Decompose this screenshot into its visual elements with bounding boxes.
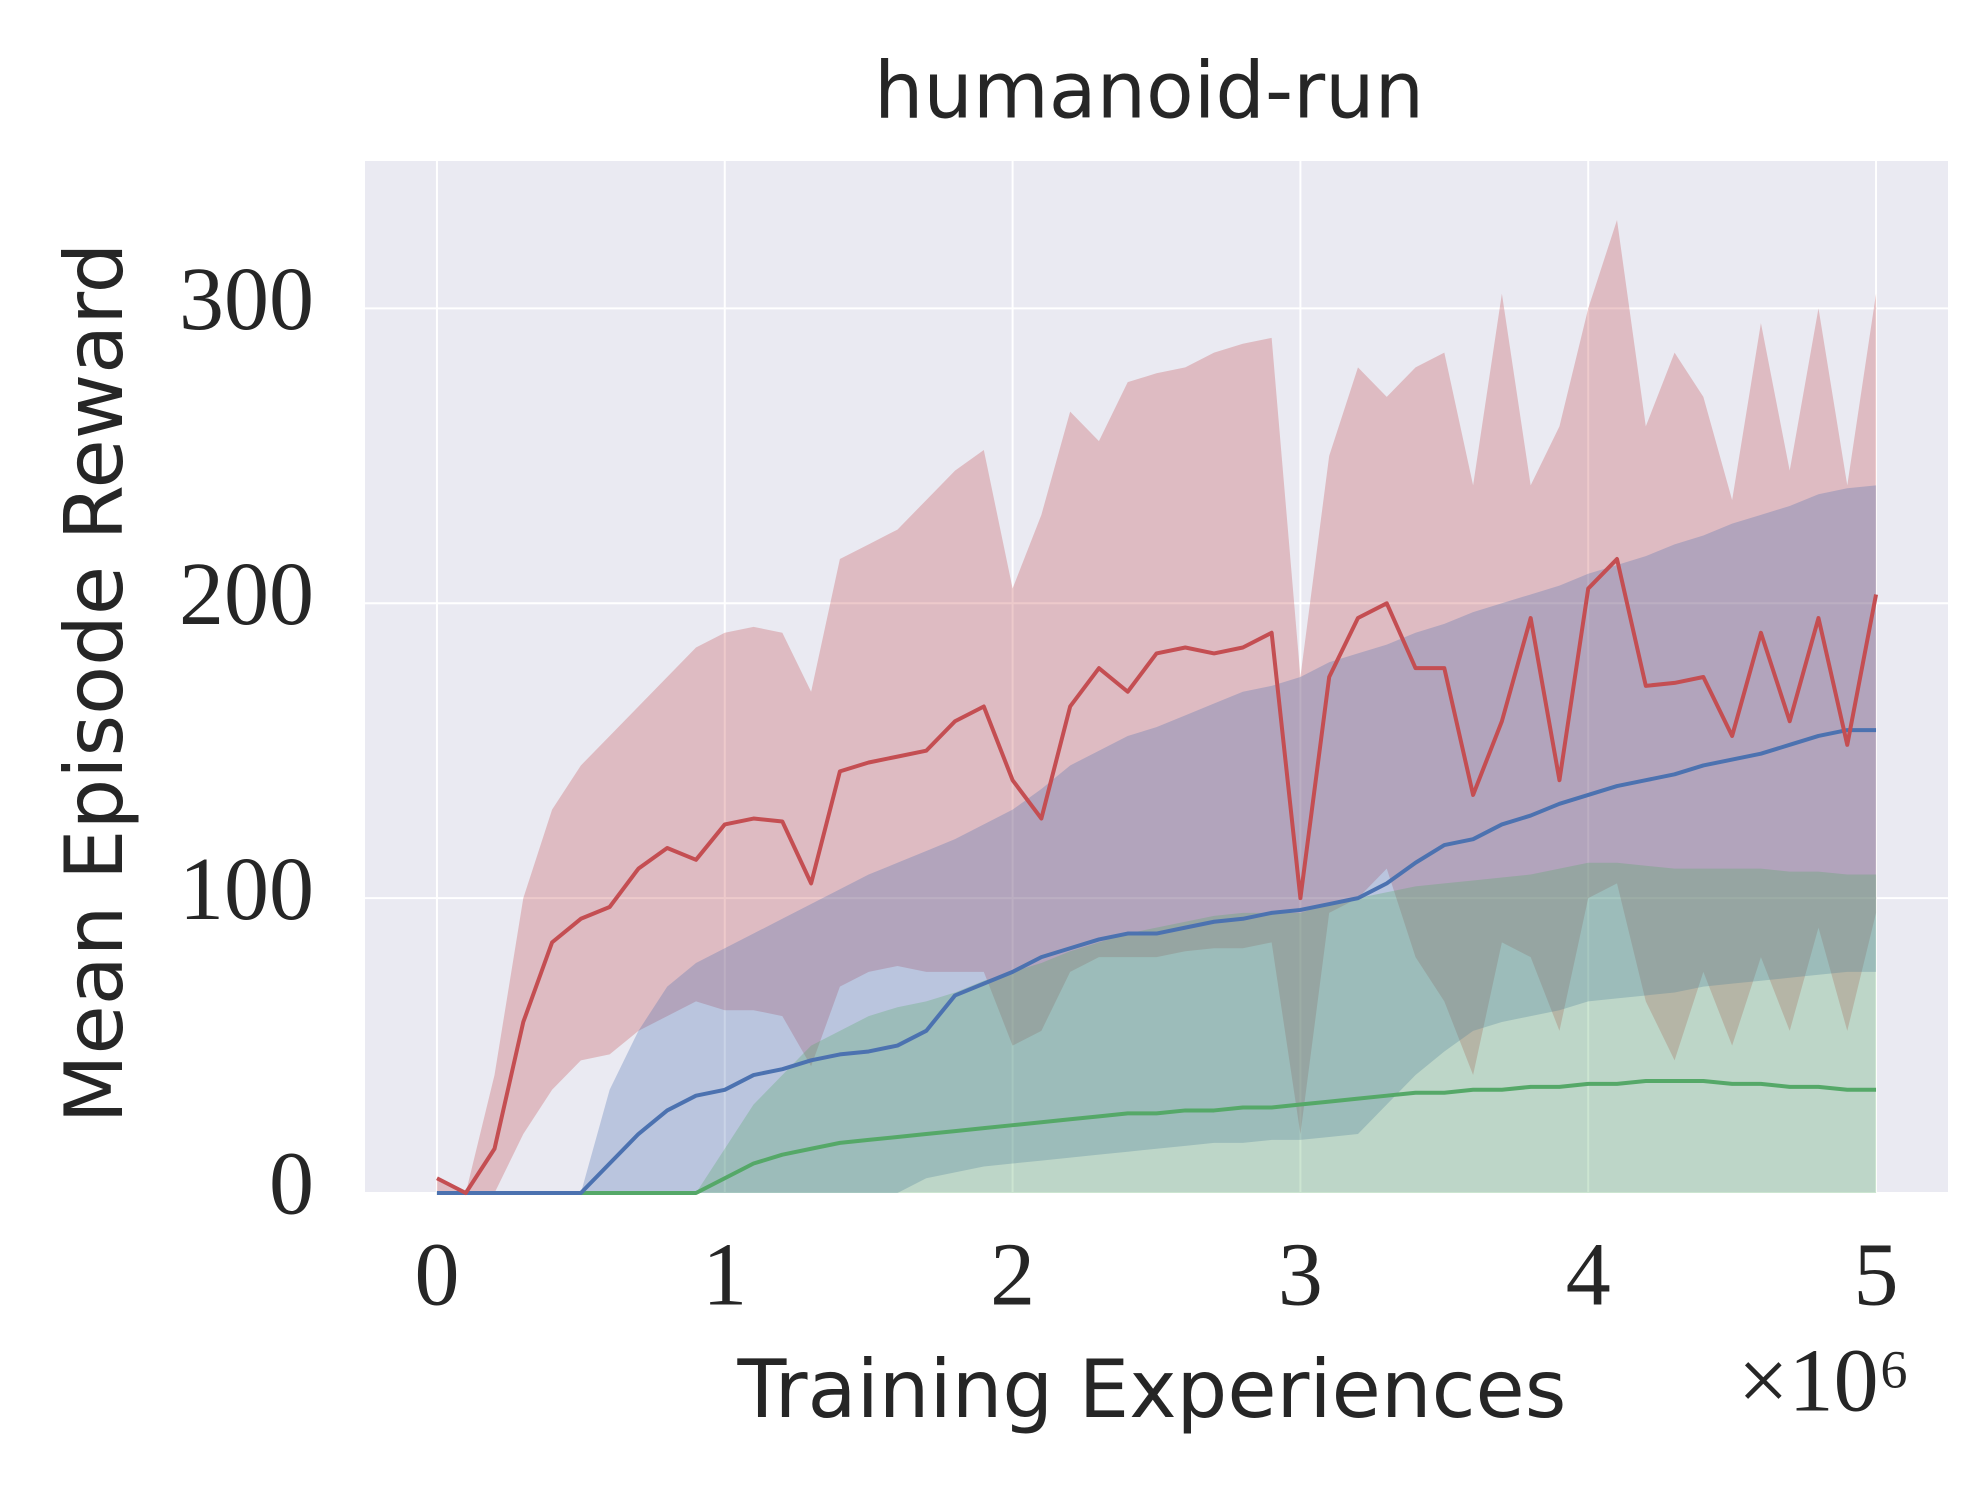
x-axis-label: Training Experiences — [737, 1343, 1567, 1436]
mean-line — [436, 1078, 1877, 1195]
x-tick-label: 0 — [414, 1226, 459, 1325]
x-tick-label: 2 — [990, 1226, 1035, 1325]
mean-line — [436, 557, 1879, 1195]
x-offset-label: ×10⁶ — [1738, 1332, 1910, 1431]
confidence-band — [436, 862, 1877, 1193]
y-axis-label: Mean Episode Reward — [48, 243, 141, 1124]
confidence-band — [436, 219, 1877, 1193]
y-tick-label: 0 — [269, 1135, 314, 1234]
x-tick-label: 3 — [1278, 1226, 1323, 1325]
y-tick-label: 100 — [179, 840, 314, 939]
mean-line — [436, 728, 1877, 1195]
x-tick-label: 4 — [1566, 1226, 1611, 1325]
y-tick-label: 300 — [179, 250, 314, 349]
y-tick-label: 200 — [179, 545, 314, 644]
x-tick-label: 1 — [702, 1226, 747, 1325]
plot-background — [365, 161, 1948, 1193]
chart-title: humanoid-run — [874, 46, 1424, 136]
x-tick-label: 5 — [1854, 1226, 1899, 1325]
